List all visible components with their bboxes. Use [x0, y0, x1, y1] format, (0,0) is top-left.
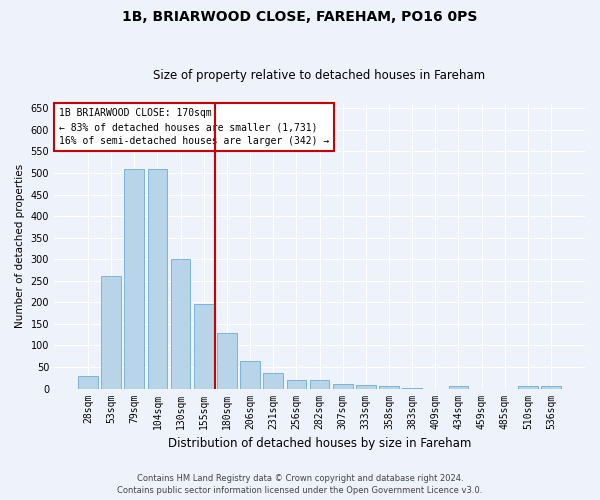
Bar [148, 168, 167, 388]
Bar [379, 386, 399, 388]
Bar [263, 374, 283, 388]
Bar [333, 384, 353, 388]
Bar [78, 376, 98, 388]
X-axis label: Distribution of detached houses by size in Fareham: Distribution of detached houses by size … [168, 437, 471, 450]
Bar [124, 168, 144, 388]
Bar [194, 304, 214, 388]
Bar [240, 360, 260, 388]
Text: 1B, BRIARWOOD CLOSE, FAREHAM, PO16 0PS: 1B, BRIARWOOD CLOSE, FAREHAM, PO16 0PS [122, 10, 478, 24]
Bar [287, 380, 306, 388]
Y-axis label: Number of detached properties: Number of detached properties [15, 164, 25, 328]
Bar [518, 386, 538, 388]
Text: Contains HM Land Registry data © Crown copyright and database right 2024.
Contai: Contains HM Land Registry data © Crown c… [118, 474, 482, 495]
Bar [171, 259, 190, 388]
Bar [101, 276, 121, 388]
Title: Size of property relative to detached houses in Fareham: Size of property relative to detached ho… [154, 69, 485, 82]
Bar [310, 380, 329, 388]
Bar [449, 386, 468, 388]
Bar [541, 386, 561, 388]
Bar [356, 385, 376, 388]
Bar [217, 332, 237, 388]
Text: 1B BRIARWOOD CLOSE: 170sqm
← 83% of detached houses are smaller (1,731)
16% of s: 1B BRIARWOOD CLOSE: 170sqm ← 83% of deta… [59, 108, 329, 146]
